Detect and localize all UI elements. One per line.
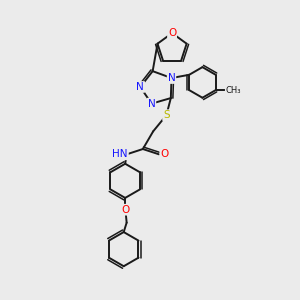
Text: N: N — [148, 99, 155, 109]
Text: N: N — [136, 82, 144, 92]
Text: O: O — [168, 28, 176, 38]
Text: N: N — [168, 73, 176, 83]
Text: O: O — [160, 149, 169, 159]
Text: O: O — [121, 205, 129, 215]
Text: HN: HN — [112, 149, 128, 159]
Text: CH₃: CH₃ — [226, 85, 241, 94]
Text: S: S — [163, 110, 170, 120]
